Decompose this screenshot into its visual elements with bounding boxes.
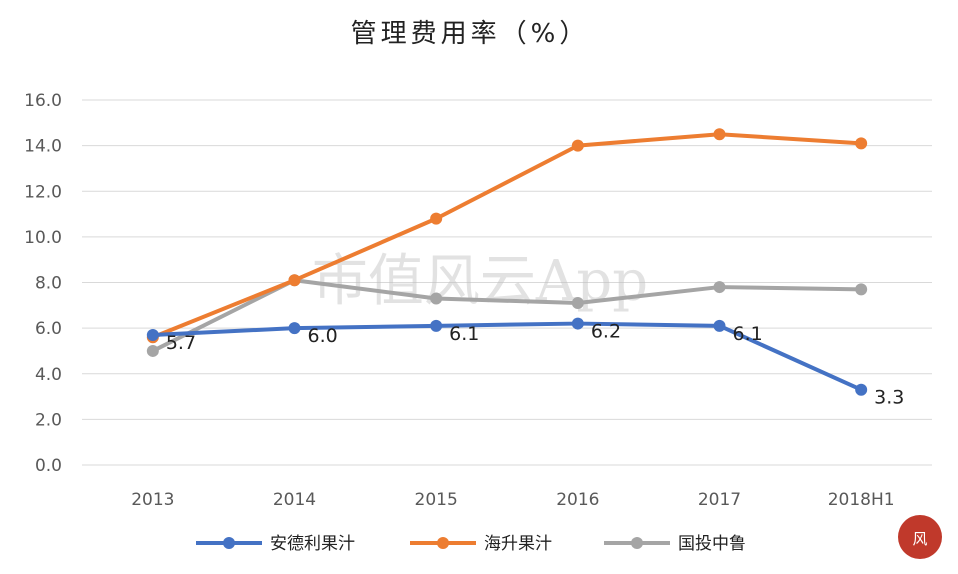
y-tick-label: 14.0 xyxy=(24,137,62,157)
data-point xyxy=(713,281,726,294)
watermark-text: 市值风云App xyxy=(312,249,648,314)
data-label: 6.1 xyxy=(733,323,763,345)
data-labels: 5.7 6.0 6.1 6.2 6.1 3.3 xyxy=(166,321,905,409)
data-point xyxy=(571,139,584,152)
legend-label: 国投中鲁 xyxy=(678,534,746,554)
data-point xyxy=(146,344,159,357)
legend-label: 安德利果汁 xyxy=(270,534,355,554)
y-tick-label: 2.0 xyxy=(35,410,62,430)
y-tick-label: 6.0 xyxy=(35,319,62,339)
y-tick-label: 12.0 xyxy=(24,182,62,202)
x-tick-label: 2015 xyxy=(415,490,458,510)
data-point xyxy=(146,328,159,341)
logo-seal: 风 xyxy=(898,515,942,559)
data-point xyxy=(288,322,301,335)
data-point xyxy=(855,283,868,296)
data-point xyxy=(855,137,868,150)
data-point xyxy=(430,292,443,305)
legend-marker xyxy=(631,537,643,549)
legend-label: 海升果汁 xyxy=(484,534,552,554)
data-label: 5.7 xyxy=(166,332,196,354)
legend-marker xyxy=(223,537,235,549)
x-tick-label: 2017 xyxy=(698,490,741,510)
series-line-2 xyxy=(150,278,864,353)
data-label: 6.2 xyxy=(591,321,621,343)
data-point xyxy=(713,319,726,332)
data-point xyxy=(713,128,726,141)
data-point xyxy=(571,317,584,330)
y-tick-label: 8.0 xyxy=(35,274,62,294)
svg-text:风: 风 xyxy=(912,530,927,548)
data-point xyxy=(571,297,584,310)
y-tick-label: 10.0 xyxy=(24,228,62,248)
legend: 安德利果汁 海升果汁 国投中鲁 xyxy=(196,534,746,554)
gridlines xyxy=(82,99,932,466)
data-label: 6.1 xyxy=(449,323,479,345)
y-axis-ticks: 0.0 2.0 4.0 6.0 8.0 10.0 12.0 14.0 16.0 xyxy=(24,91,62,476)
x-tick-label: 2013 xyxy=(131,490,174,510)
x-axis-ticks: 2013 2014 2015 2016 2017 2018H1 xyxy=(131,490,894,510)
series-group xyxy=(146,128,868,396)
data-point xyxy=(288,274,301,287)
x-tick-label: 2016 xyxy=(556,490,599,510)
y-tick-label: 0.0 xyxy=(35,456,62,476)
x-tick-label: 2014 xyxy=(273,490,316,510)
series-line-1 xyxy=(150,132,864,340)
data-label: 3.3 xyxy=(874,387,904,409)
series-line-0 xyxy=(150,321,864,392)
legend-marker xyxy=(437,537,449,549)
y-tick-label: 16.0 xyxy=(24,91,62,111)
data-label: 6.0 xyxy=(308,325,338,347)
x-tick-label: 2018H1 xyxy=(828,490,895,510)
data-point xyxy=(430,319,443,332)
y-tick-label: 4.0 xyxy=(35,365,62,385)
data-point xyxy=(430,212,443,225)
chart-title: 管理费用率（%） xyxy=(351,19,590,49)
data-point xyxy=(855,383,868,396)
